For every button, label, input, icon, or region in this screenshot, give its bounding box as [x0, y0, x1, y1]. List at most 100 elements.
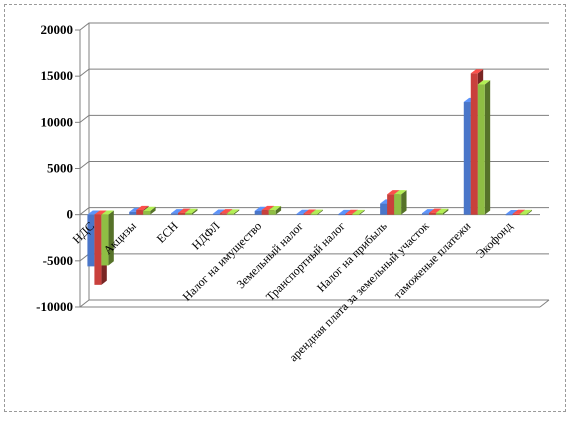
- bar-top: [345, 209, 358, 214]
- bar-front: [394, 194, 402, 215]
- bar-top: [143, 206, 156, 211]
- bar-top: [387, 190, 400, 195]
- bar-top: [171, 209, 184, 214]
- bar-top: [87, 210, 100, 215]
- bar-top: [394, 190, 407, 195]
- bar-top: [338, 209, 351, 215]
- bar-front: [178, 212, 186, 215]
- bar-front: [421, 213, 429, 215]
- bar-layer: [87, 69, 532, 285]
- bar-front: [101, 214, 109, 266]
- bar: [185, 208, 198, 215]
- bar-top: [505, 210, 518, 215]
- bar-front: [338, 214, 346, 216]
- bar-front: [435, 213, 443, 215]
- bar-top: [310, 209, 323, 214]
- bar-side: [233, 209, 240, 215]
- bar-front: [352, 214, 360, 216]
- bar-front: [94, 214, 102, 285]
- bar-front: [477, 84, 485, 215]
- bar-front: [512, 213, 520, 215]
- gridline-5000: [79, 161, 549, 169]
- bar-top: [519, 209, 532, 215]
- bar-front: [129, 211, 137, 215]
- bar-top: [303, 209, 316, 214]
- bar-front: [254, 210, 262, 215]
- category-label: Налог на имущество: [180, 219, 265, 304]
- bar-top: [352, 209, 365, 215]
- bar-front: [387, 194, 395, 215]
- bar-front: [261, 210, 269, 215]
- bar-top: [178, 208, 191, 213]
- y-tick-label: 5000: [47, 161, 73, 176]
- bar-top: [296, 209, 309, 214]
- bar: [101, 210, 114, 266]
- bar: [226, 209, 240, 215]
- bar-side: [359, 209, 365, 216]
- category-label: Транспортный налог: [263, 219, 348, 304]
- bar-front: [345, 213, 353, 215]
- category-label: Налог на прибыль: [314, 219, 390, 295]
- bar: [519, 209, 532, 216]
- bar-side: [401, 190, 407, 215]
- category-label: ЕСН: [154, 219, 181, 246]
- bar-side: [484, 80, 491, 215]
- bar-top: [212, 209, 226, 214]
- bar-side: [275, 206, 282, 215]
- category-label: НДФЛ: [189, 219, 223, 253]
- bar-side: [526, 209, 532, 216]
- bar-front: [303, 213, 311, 215]
- bar-front: [380, 203, 388, 215]
- bar: [394, 190, 407, 215]
- bar-top: [219, 209, 233, 214]
- bar-top: [254, 206, 268, 211]
- bar-side: [317, 209, 323, 215]
- bar-top: [428, 208, 442, 213]
- bar-top: [261, 205, 275, 211]
- bar-front: [143, 210, 151, 215]
- bar-top: [512, 209, 525, 214]
- bar-side: [150, 206, 156, 215]
- bar-front: [470, 73, 478, 215]
- y-tick-label: -10000: [36, 299, 73, 314]
- bar-front: [212, 213, 220, 215]
- bar-front: [87, 214, 95, 267]
- bar-front: [463, 102, 471, 215]
- bar-front: [171, 213, 179, 215]
- gridline-10000: [79, 114, 549, 123]
- bar: [477, 80, 491, 215]
- bar-top: [136, 205, 149, 211]
- bar-front: [519, 214, 527, 216]
- bar-top: [101, 210, 114, 215]
- floor-side-edge: [539, 299, 550, 308]
- y-tick-label: 20000: [41, 22, 74, 37]
- y-tick-label: 15000: [41, 68, 74, 83]
- bar-top: [470, 69, 484, 74]
- bar-front: [185, 213, 193, 215]
- bar-top: [226, 209, 240, 214]
- y-tick-label: 10000: [41, 114, 74, 129]
- bar-front: [136, 210, 144, 215]
- bar-top: [477, 80, 491, 85]
- bar-top: [185, 208, 198, 214]
- y-tick-label: -5000: [43, 253, 73, 268]
- gridline--10000: [79, 299, 549, 308]
- bar-top: [435, 208, 449, 214]
- bar: [435, 208, 449, 215]
- category-label: Экофонд: [473, 219, 515, 261]
- bar-top: [421, 209, 435, 214]
- category-label: таможеные платежи: [391, 218, 474, 301]
- bar-side: [108, 210, 114, 266]
- bar-side: [442, 208, 449, 215]
- bar-front: [310, 213, 318, 215]
- bar-front: [505, 214, 513, 216]
- y-tick-label: 0: [67, 207, 74, 222]
- gridline-15000: [79, 68, 549, 77]
- bar: [143, 206, 156, 215]
- bar-front: [219, 213, 227, 215]
- bar: [352, 209, 365, 216]
- bar-front: [226, 213, 234, 215]
- bar-top: [94, 210, 107, 215]
